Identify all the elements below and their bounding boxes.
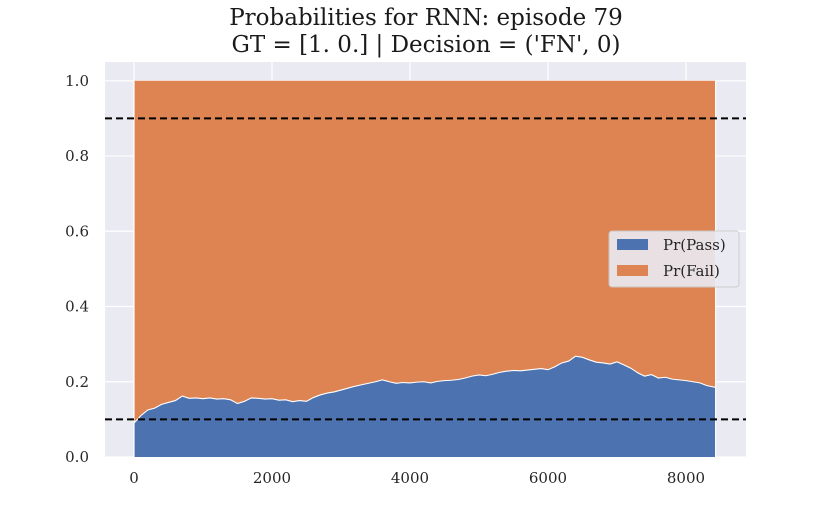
x-axis-ticks: 0 2000 4000 6000 8000: [129, 469, 705, 487]
legend-label-fail: Pr(Fail): [663, 262, 720, 280]
area-pr-pass: [133, 356, 716, 457]
x-tick-label: 4000: [391, 469, 429, 487]
area-boundary-line: [133, 355, 716, 424]
x-tick-label: 2000: [253, 469, 291, 487]
chart-subtitle: GT = [1. 0.] | Decision = ('FN', 0): [231, 32, 621, 58]
x-tick-label: 0: [129, 469, 139, 487]
y-tick-label: 0.6: [65, 222, 89, 240]
legend-label-pass: Pr(Pass): [663, 236, 726, 254]
x-tick-label: 6000: [529, 469, 567, 487]
stacked-areas: [133, 80, 717, 457]
legend-swatch-fail: [617, 265, 648, 276]
legend: Pr(Pass) Pr(Fail): [608, 230, 740, 288]
legend-swatch-pass: [617, 239, 648, 250]
y-tick-label: 0.8: [65, 147, 89, 165]
y-tick-label: 1.0: [65, 72, 89, 90]
y-axis-ticks: 0.0 0.2 0.4 0.6 0.8 1.0: [65, 72, 89, 466]
y-tick-label: 0.2: [65, 373, 89, 391]
x-tick-label: 8000: [667, 469, 705, 487]
y-tick-label: 0.0: [65, 448, 89, 466]
chart-title: Probabilities for RNN: episode 79: [229, 5, 623, 31]
area-pr-fail: [133, 80, 716, 424]
threshold-lines: [105, 117, 746, 421]
y-tick-label: 0.4: [65, 298, 89, 316]
